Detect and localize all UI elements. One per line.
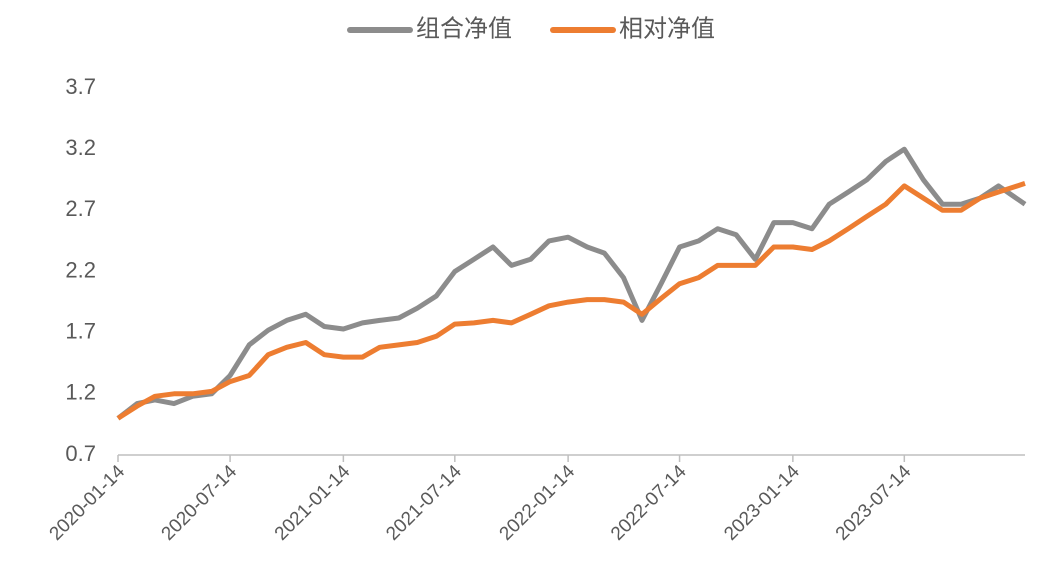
- x-tick-label: 2022-01-14: [496, 461, 580, 545]
- y-tick-label: 3.2: [65, 135, 96, 160]
- series-line: [116, 181, 1026, 421]
- legend-label: 组合净值: [416, 15, 512, 42]
- x-tick-label: 2023-01-14: [720, 461, 804, 545]
- y-tick-label: 2.7: [65, 196, 96, 221]
- x-tick-label: 2021-07-14: [382, 461, 466, 545]
- x-tick-label: 2020-07-14: [158, 461, 242, 545]
- x-tick-label: 2020-01-14: [45, 461, 129, 545]
- y-tick-label: 0.7: [65, 441, 96, 466]
- series-line: [116, 146, 1027, 421]
- x-tick-label: 2021-01-14: [271, 461, 355, 545]
- y-tick-label: 2.2: [65, 257, 96, 282]
- y-tick-label: 3.7: [65, 74, 96, 99]
- legend-label: 相对净值: [619, 15, 715, 42]
- x-tick-label: 2023-07-14: [832, 461, 916, 545]
- y-tick-label: 1.7: [65, 318, 96, 343]
- x-tick-label: 2022-07-14: [607, 461, 691, 545]
- y-tick-label: 1.2: [65, 380, 96, 405]
